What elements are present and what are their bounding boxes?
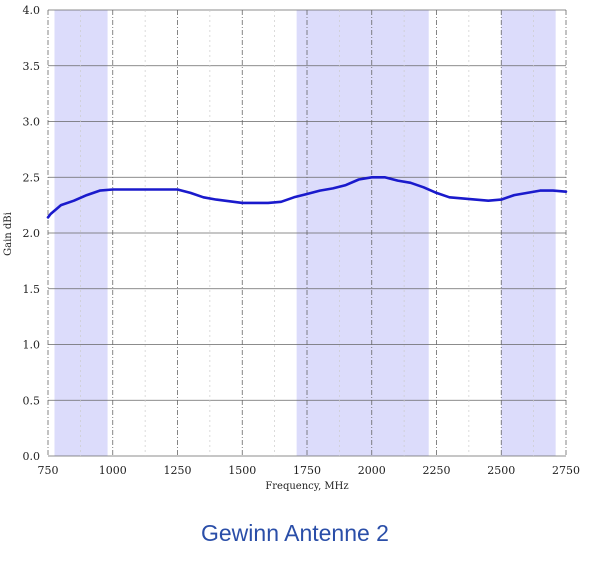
x-tick-label: 1750 — [293, 464, 321, 477]
x-axis-title: Frequency, MHz — [265, 481, 348, 492]
series-line-1 — [46, 176, 568, 219]
y-tick-label: 2.5 — [23, 171, 41, 184]
y-tick-label: 1.5 — [23, 283, 41, 296]
y-tick-label: 3.0 — [23, 116, 41, 129]
y-tick-label: 1.0 — [23, 339, 41, 352]
x-tick-label: 750 — [38, 464, 59, 477]
gain-chart: 0.0 0.5 1.0 1.5 2.0 2.5 3.0 3.5 4.0 750 1000 1250 15… — [3, 4, 581, 492]
tick-labels: 0.0 0.5 1.0 1.5 2.0 2.5 3.0 3.5 4.0 750 1000 1250 15… — [23, 4, 581, 477]
y-tick-label: 0.0 — [23, 450, 41, 463]
x-tick-label: 2500 — [487, 464, 515, 477]
x-tick-label: 1500 — [228, 464, 256, 477]
chart-caption: Gewinn Antenne 2 — [201, 520, 389, 546]
x-tick-label: 1250 — [164, 464, 192, 477]
y-tick-label: 3.5 — [23, 60, 41, 73]
y-axis-title: Gain dBi — [3, 212, 14, 256]
grid — [47, 9, 567, 457]
series-layer — [46, 176, 568, 219]
y-tick-label: 0.5 — [23, 394, 41, 407]
x-tick-label: 2250 — [423, 464, 451, 477]
x-tick-label: 2750 — [552, 464, 580, 477]
y-tick-label: 2.0 — [23, 227, 41, 240]
x-tick-label: 2000 — [358, 464, 386, 477]
y-tick-label: 4.0 — [23, 4, 41, 17]
x-tick-label: 1000 — [99, 464, 127, 477]
